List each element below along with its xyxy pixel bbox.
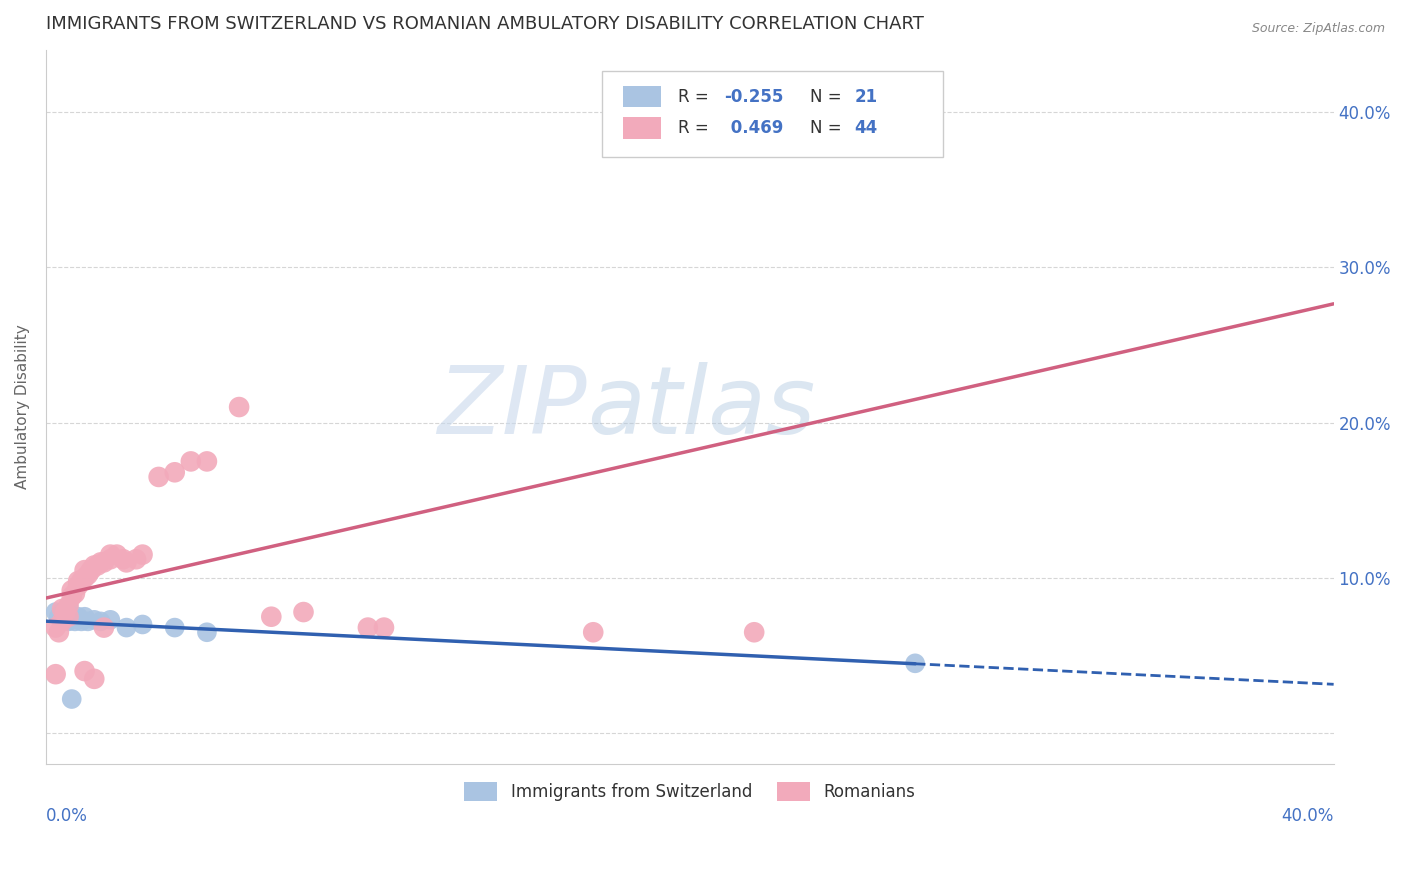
Point — [73, 664, 96, 678]
Point — [373, 621, 395, 635]
Point — [67, 574, 90, 588]
Point — [67, 609, 90, 624]
Point — [60, 590, 83, 604]
Point — [163, 621, 186, 635]
Point — [51, 602, 73, 616]
Point — [53, 609, 76, 624]
Point — [45, 621, 67, 635]
Text: N =: N = — [810, 87, 841, 105]
Point — [98, 613, 121, 627]
Text: 0.0%: 0.0% — [46, 807, 87, 825]
Point — [90, 555, 112, 569]
Point — [131, 617, 153, 632]
Point — [357, 621, 380, 635]
Point — [73, 563, 96, 577]
Point — [582, 625, 605, 640]
Point — [90, 615, 112, 629]
Text: 40.0%: 40.0% — [1281, 807, 1334, 825]
Point — [45, 605, 67, 619]
Point — [93, 621, 115, 635]
Point — [98, 548, 121, 562]
Text: ZIP: ZIP — [437, 361, 586, 452]
Point — [48, 609, 70, 624]
Text: 0.469: 0.469 — [724, 119, 783, 137]
Point — [51, 615, 73, 629]
Point — [58, 615, 80, 629]
Point — [148, 470, 170, 484]
Text: R =: R = — [678, 87, 709, 105]
Point — [63, 615, 86, 629]
Point — [48, 625, 70, 640]
Text: atlas: atlas — [586, 361, 815, 452]
Point — [98, 552, 121, 566]
FancyBboxPatch shape — [602, 71, 943, 157]
Point — [260, 609, 283, 624]
Point — [58, 609, 80, 624]
FancyBboxPatch shape — [623, 86, 661, 107]
Point — [83, 558, 105, 573]
Point — [60, 692, 83, 706]
Point — [70, 574, 93, 588]
Point — [60, 609, 83, 624]
Point — [112, 552, 135, 566]
Point — [80, 563, 103, 577]
Point — [73, 571, 96, 585]
Point — [115, 621, 138, 635]
Point — [58, 599, 80, 613]
Point — [839, 108, 862, 122]
Text: N =: N = — [810, 119, 841, 137]
Text: R =: R = — [678, 119, 709, 137]
Text: 44: 44 — [855, 119, 877, 137]
Point — [45, 667, 67, 681]
Point — [83, 613, 105, 627]
Point — [115, 555, 138, 569]
Point — [76, 567, 98, 582]
Point — [51, 605, 73, 619]
Text: 21: 21 — [855, 87, 877, 105]
Point — [60, 583, 83, 598]
Point — [63, 586, 86, 600]
Point — [904, 657, 927, 671]
Point — [105, 548, 128, 562]
FancyBboxPatch shape — [623, 118, 661, 139]
Point — [131, 548, 153, 562]
Point — [292, 605, 315, 619]
Point — [125, 552, 148, 566]
Point — [58, 599, 80, 613]
Point — [67, 579, 90, 593]
Point — [228, 400, 250, 414]
Text: IMMIGRANTS FROM SWITZERLAND VS ROMANIAN AMBULATORY DISABILITY CORRELATION CHART: IMMIGRANTS FROM SWITZERLAND VS ROMANIAN … — [46, 15, 924, 33]
Point — [83, 672, 105, 686]
Point — [195, 625, 218, 640]
Text: Source: ZipAtlas.com: Source: ZipAtlas.com — [1251, 22, 1385, 36]
Text: -0.255: -0.255 — [724, 87, 785, 105]
Point — [70, 615, 93, 629]
Point — [163, 465, 186, 479]
Point — [73, 609, 96, 624]
Point — [180, 454, 202, 468]
Point — [742, 625, 765, 640]
Legend: Immigrants from Switzerland, Romanians: Immigrants from Switzerland, Romanians — [456, 773, 924, 810]
Point — [86, 558, 108, 573]
Point — [76, 615, 98, 629]
Point — [53, 605, 76, 619]
Point — [93, 555, 115, 569]
Y-axis label: Ambulatory Disability: Ambulatory Disability — [15, 325, 30, 490]
Point — [195, 454, 218, 468]
